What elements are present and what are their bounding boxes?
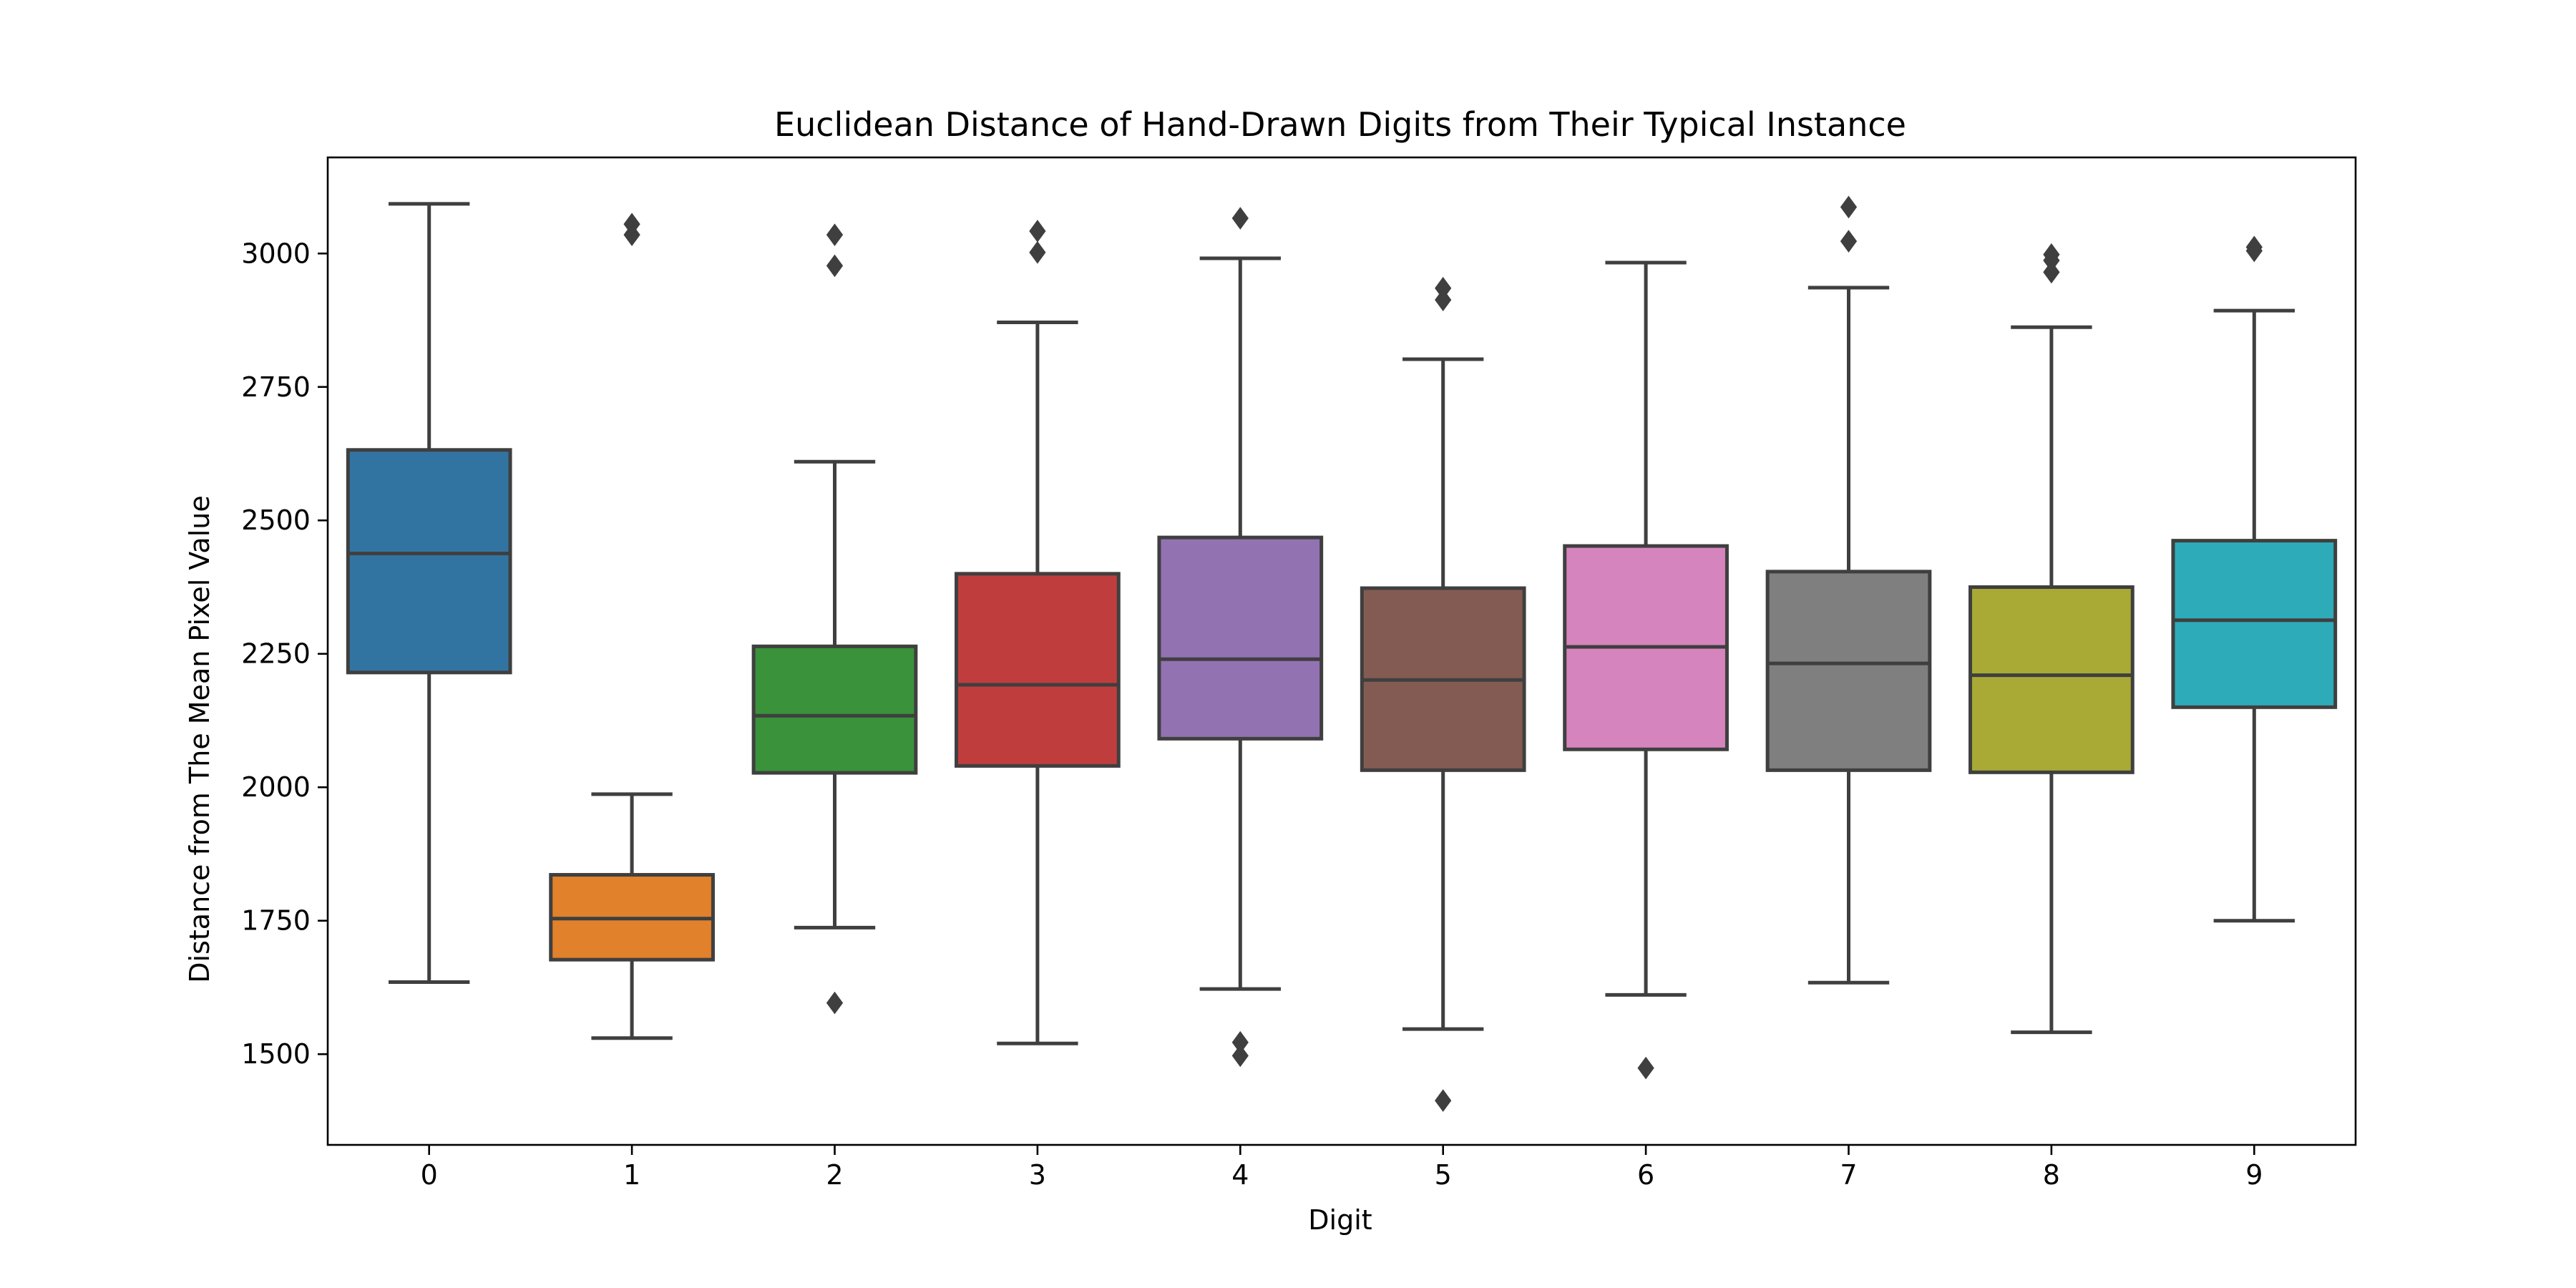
box-group-digit-6 [1563, 260, 1729, 1080]
box-digit-7 [1765, 570, 1932, 772]
y-tick-label-1500: 1500 [241, 1038, 311, 1070]
x-tick-label-5: 5 [1435, 1159, 1452, 1191]
outlier-digit-2-1 [826, 254, 844, 278]
outlier-digit-2-0 [826, 991, 844, 1015]
box-group-digit-9 [2171, 235, 2338, 923]
x-tick-label-9: 9 [2245, 1159, 2263, 1191]
outlier-digit-3-1 [1029, 220, 1046, 243]
outlier-digit-4-0 [1231, 1044, 1249, 1068]
outlier-digit-7-1 [1840, 195, 1858, 219]
outlier-digit-4-2 [1231, 207, 1249, 230]
outlier-digit-8-0 [2043, 260, 2060, 284]
box-digit-8 [1968, 585, 2135, 774]
outlier-digit-9-1 [2245, 235, 2263, 259]
x-axis-title: Digit [1308, 1204, 1372, 1236]
x-tick-label-1: 1 [623, 1159, 640, 1191]
x-tick-label-8: 8 [2043, 1159, 2060, 1191]
box-group-digit-8 [1968, 243, 2135, 1035]
y-tick-label-2000: 2000 [241, 771, 311, 803]
y-tick-label-1750: 1750 [241, 905, 311, 937]
box-group-digit-0 [346, 202, 512, 984]
y-tick-label-2750: 2750 [241, 371, 311, 403]
x-tick-label-6: 6 [1637, 1159, 1654, 1191]
box-group-digit-4 [1157, 207, 1324, 1068]
y-tick-label-3000: 3000 [241, 238, 311, 269]
outlier-digit-5-2 [1435, 276, 1452, 300]
x-tick-label-2: 2 [826, 1159, 843, 1191]
box-digit-4 [1157, 535, 1324, 741]
outlier-digit-7-0 [1840, 230, 1858, 253]
outlier-digit-5-1 [1435, 288, 1452, 312]
box-group-digit-3 [955, 220, 1121, 1045]
outlier-digit-3-0 [1029, 240, 1046, 264]
box-group-digit-2 [751, 223, 918, 1015]
y-axis-title: Distance from The Mean Pixel Value [184, 495, 215, 982]
y-axis: 1500 1750 2000 2250 2500 2750 3000 [241, 238, 328, 1070]
box-group-digit-1 [549, 213, 715, 1040]
box-digit-0 [346, 448, 512, 675]
x-tick-label-3: 3 [1029, 1159, 1046, 1191]
box-group-digit-7 [1765, 195, 1932, 985]
box-digit-9 [2171, 539, 2338, 709]
x-tick-label-0: 0 [421, 1159, 438, 1191]
x-tick-label-4: 4 [1231, 1159, 1249, 1191]
plot-area [346, 195, 2338, 1112]
box-digit-2 [751, 644, 918, 775]
outlier-digit-2-2 [826, 223, 844, 247]
outlier-digit-4-1 [1231, 1030, 1249, 1054]
outlier-digit-8-2 [2043, 243, 2060, 266]
outlier-digit-6-0 [1637, 1056, 1654, 1080]
box-group-digit-5 [1360, 276, 1526, 1112]
x-axis: 0 1 2 3 4 5 6 7 8 9 [421, 1145, 2263, 1191]
outlier-digit-5-0 [1435, 1089, 1452, 1112]
plot-frame [326, 156, 2357, 1146]
y-tick-label-2250: 2250 [241, 638, 311, 670]
box-digit-3 [955, 572, 1121, 768]
outlier-digit-1-1 [623, 213, 640, 236]
y-tick-label-2500: 2500 [241, 504, 311, 536]
chart-title: Euclidean Distance of Hand-Drawn Digits … [774, 105, 1906, 144]
x-tick-label-7: 7 [1840, 1159, 1857, 1191]
